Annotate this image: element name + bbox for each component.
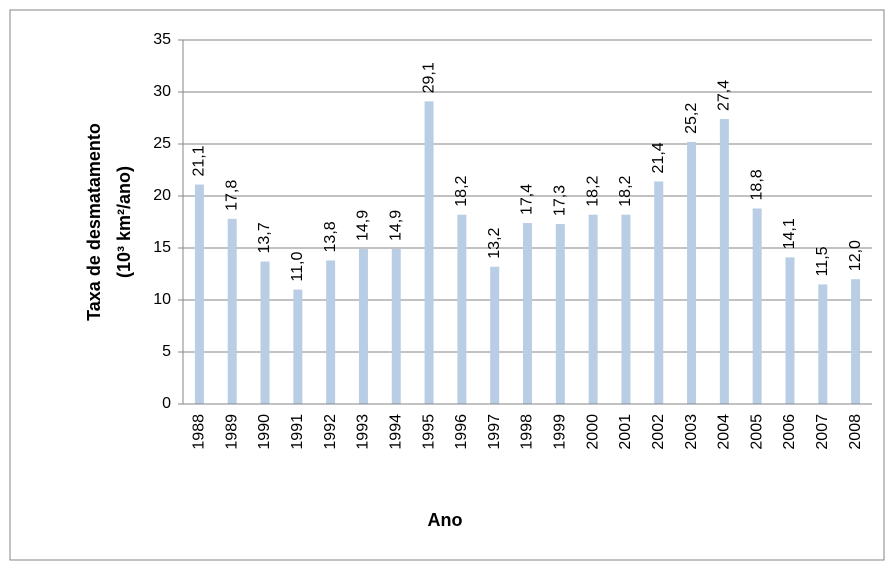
value-label: 17,8 [223,180,240,211]
bar [752,208,762,404]
chart-border [9,9,885,561]
x-tick-label: 2007 [814,414,831,450]
x-tick-label: 1997 [486,414,503,450]
x-tick-label: 2003 [683,414,700,450]
value-label: 27,4 [716,80,733,111]
value-label: 12,0 [847,240,864,271]
value-label: 18,2 [453,175,470,206]
x-tick-label: 1989 [223,414,240,450]
value-label: 18,2 [584,175,601,206]
bar [326,260,336,404]
x-tick-label: 1994 [387,414,404,450]
bar [654,181,664,404]
y-tick-label: 25 [153,135,171,152]
value-label: 25,2 [683,103,700,134]
value-label: 13,7 [256,222,273,253]
x-tick-label: 2008 [847,414,864,450]
y-axis-label: (10³ km²/ano) [114,166,134,278]
x-tick-label: 1996 [453,414,470,450]
value-label: 29,1 [420,62,437,93]
bar [293,289,303,404]
x-tick-label: 1995 [420,414,437,450]
value-label: 13,2 [486,227,503,258]
bar [851,279,861,404]
bar [260,261,270,404]
y-tick-label: 15 [153,239,171,256]
x-tick-label: 1993 [355,414,372,450]
bar [719,119,729,404]
value-label: 11,0 [289,252,306,282]
x-tick-label: 1998 [519,414,536,450]
y-tick-label: 20 [153,187,171,204]
y-tick-label: 0 [162,395,171,412]
value-label: 11,5 [814,246,831,276]
y-tick-label: 10 [153,291,171,308]
value-label: 21,1 [191,145,208,176]
bar [588,214,598,404]
bar [424,101,434,405]
x-tick-label: 2005 [748,414,765,450]
bar [457,214,467,404]
bar [687,141,697,405]
y-axis-label: Taxa de desmatamento [84,123,104,321]
y-tick-label: 35 [153,31,171,48]
value-label: 18,2 [617,175,634,206]
value-label: 14,9 [355,210,372,241]
x-tick-label: 2002 [650,414,667,450]
value-label: 14,9 [387,210,404,241]
bar [523,223,532,404]
x-tick-label: 2006 [781,414,798,450]
x-axis-label: Ano [428,510,463,530]
value-label: 14,1 [781,218,798,249]
x-tick-label: 1988 [191,414,208,450]
value-label: 17,3 [552,185,569,216]
value-label: 13,8 [322,221,339,252]
bar [358,249,368,404]
x-tick-label: 1999 [552,414,569,450]
value-label: 18,8 [748,169,765,200]
y-tick-label: 30 [153,83,171,100]
x-tick-label: 2000 [584,414,601,450]
bar [490,266,500,404]
x-tick-label: 2001 [617,414,634,450]
value-label: 21,4 [650,142,667,173]
x-tick-label: 2004 [716,414,733,450]
x-tick-label: 1990 [256,414,273,450]
bar [818,284,828,404]
bar [785,257,795,404]
bar [621,214,631,404]
bar [555,224,565,404]
y-tick-label: 5 [162,343,171,360]
bar [227,218,237,404]
x-tick-label: 1991 [289,414,306,450]
value-label: 17,4 [519,184,536,215]
x-tick-label: 1992 [322,414,339,450]
bar [391,249,401,404]
bar [194,184,204,404]
